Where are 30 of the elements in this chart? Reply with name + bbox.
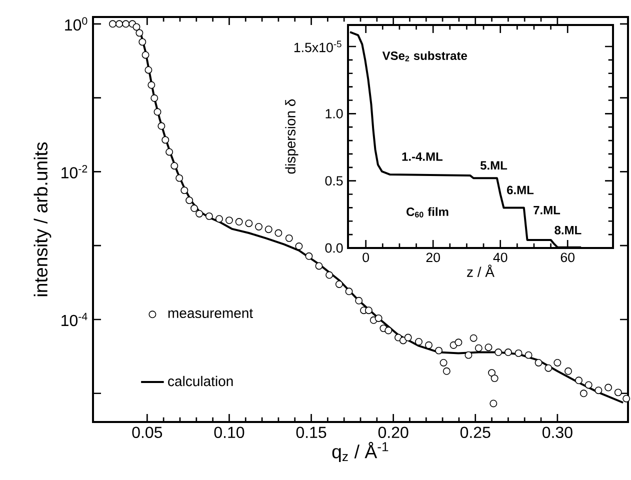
x-tick-label: 0.15 xyxy=(296,426,326,438)
legend-label: measurement xyxy=(168,308,253,318)
y-tick-label: 1.0 xyxy=(326,108,343,118)
y-tick-label: 10$^{-2}$ xyxy=(62,165,88,178)
annotation: C$_{60}$ film xyxy=(406,207,448,218)
legend-label: calculation xyxy=(168,376,233,386)
x-tick-label: 60 xyxy=(560,252,575,262)
annotation: 5.ML xyxy=(480,161,508,170)
y-axis-title: intensity / arb.units xyxy=(34,142,52,296)
x-tick-label: 20 xyxy=(426,252,440,262)
x-tick-label: 40 xyxy=(493,252,508,262)
annotation: 7.ML xyxy=(534,206,560,214)
y-tick-label: 10$^{-4}$ xyxy=(62,312,88,326)
x-tick-label: 0.30 xyxy=(542,426,572,438)
y-tick-label: 10$^{0}$ xyxy=(65,17,88,31)
x-tick-label: 0.20 xyxy=(378,426,408,438)
y-tick-label: 0.5 xyxy=(325,176,343,186)
x-axis-title: q$_{z}$ / Å$^{-1}$ xyxy=(332,442,388,462)
y-tick-label: 0.0 xyxy=(325,243,343,253)
y-axis-title: dispersion δ xyxy=(285,99,298,174)
annotation: 8.ML xyxy=(554,226,582,234)
x-axis-title: z / Å xyxy=(467,264,494,277)
annotation: 1.-4.ML xyxy=(402,152,443,161)
x-tick-label: 0 xyxy=(362,252,370,262)
annotation: VSe$_{2}$ substrate xyxy=(382,51,468,62)
x-tick-label: 0.25 xyxy=(460,426,490,438)
annotation: 6.ML xyxy=(507,186,534,194)
annotation: 1.5x10$^{-5}$ xyxy=(294,40,342,52)
x-tick-label: 0.05 xyxy=(132,426,162,438)
x-tick-label: 0.10 xyxy=(214,426,244,438)
